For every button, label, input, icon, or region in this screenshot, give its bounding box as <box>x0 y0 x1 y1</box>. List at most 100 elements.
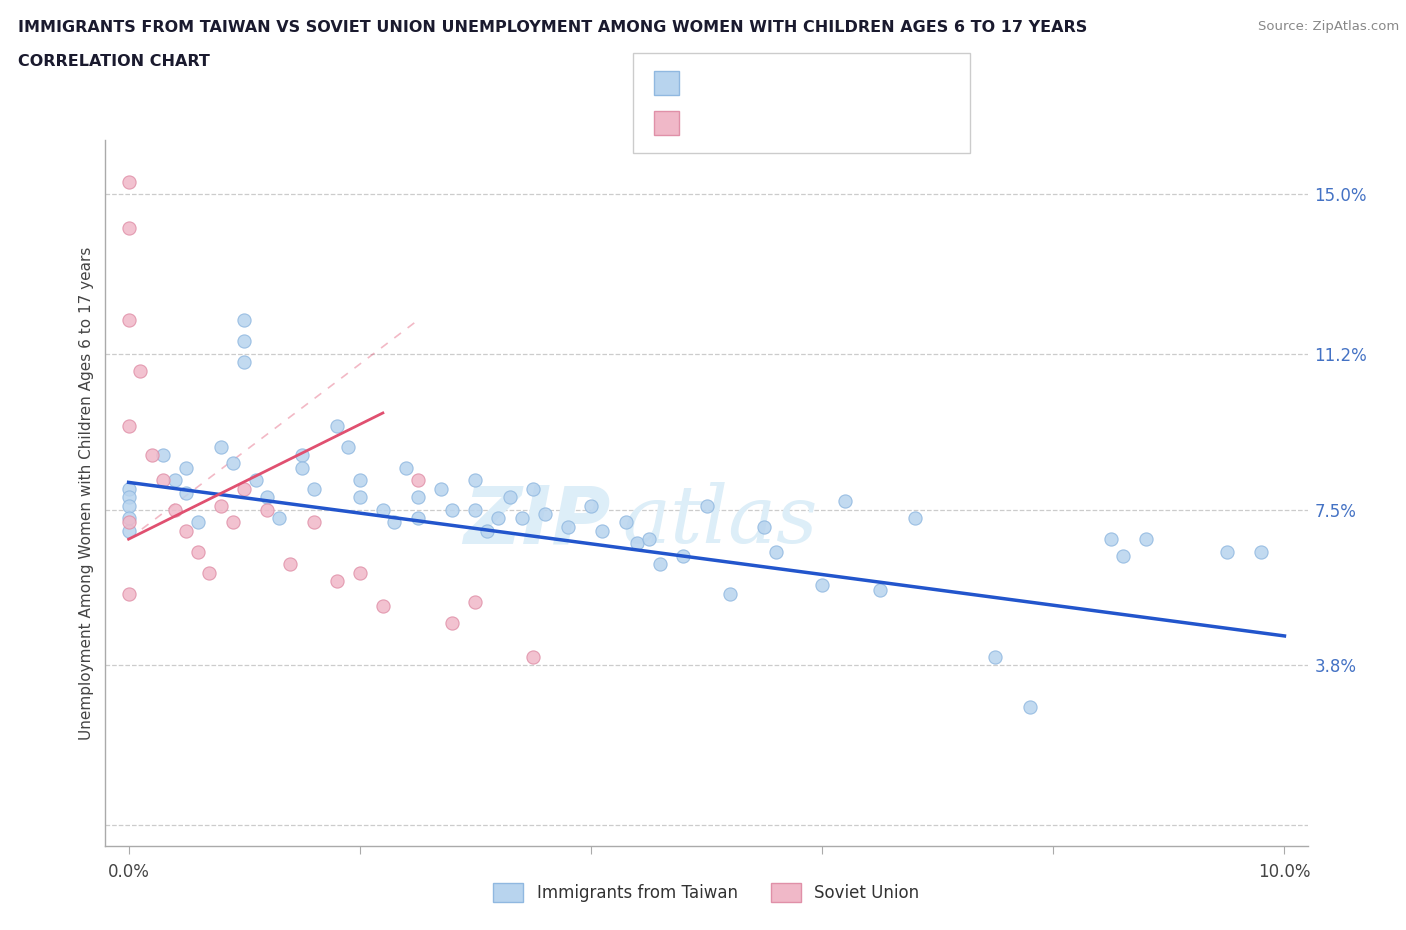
Point <box>152 472 174 487</box>
Point <box>280 557 302 572</box>
Point <box>117 515 139 530</box>
Point <box>464 472 486 487</box>
Point <box>765 544 787 559</box>
Point <box>1019 700 1042 715</box>
Text: 64: 64 <box>820 75 839 91</box>
Point <box>406 490 429 505</box>
Legend: Immigrants from Taiwan, Soviet Union: Immigrants from Taiwan, Soviet Union <box>486 876 927 909</box>
Point <box>117 174 139 189</box>
Point <box>475 524 498 538</box>
Point <box>221 515 243 530</box>
Point <box>291 447 314 462</box>
Point <box>614 515 637 530</box>
Point <box>754 519 776 534</box>
Point <box>464 595 486 610</box>
Point <box>141 447 163 462</box>
Point <box>533 507 555 522</box>
Point <box>163 472 186 487</box>
Point <box>499 490 522 505</box>
Point <box>325 418 347 433</box>
Point <box>637 532 659 547</box>
Point <box>650 557 672 572</box>
Point <box>869 582 891 597</box>
Point <box>129 364 152 379</box>
Text: Source: ZipAtlas.com: Source: ZipAtlas.com <box>1258 20 1399 33</box>
Point <box>1111 549 1133 564</box>
Point <box>371 502 394 517</box>
Point <box>117 418 139 433</box>
Text: N =: N = <box>789 75 818 91</box>
Point <box>198 565 221 580</box>
Text: 27: 27 <box>820 115 839 131</box>
Point <box>834 494 856 509</box>
Point <box>903 511 925 525</box>
Point <box>441 502 464 517</box>
Point <box>325 574 347 589</box>
Point <box>256 502 278 517</box>
Point <box>349 472 371 487</box>
Point <box>1099 532 1122 547</box>
Point <box>337 439 360 454</box>
Point <box>221 456 243 471</box>
Text: CORRELATION CHART: CORRELATION CHART <box>18 54 209 69</box>
Point <box>522 649 544 664</box>
Point <box>233 313 256 328</box>
Point <box>1135 532 1157 547</box>
Point <box>592 524 614 538</box>
Point <box>579 498 602 513</box>
Point <box>233 334 256 349</box>
Point <box>406 511 429 525</box>
Point <box>672 549 695 564</box>
Text: R =: R = <box>693 115 721 131</box>
Point <box>233 355 256 370</box>
Point <box>187 515 209 530</box>
Text: atlas: atlas <box>623 483 818 560</box>
Point <box>510 511 533 525</box>
Point <box>176 460 198 475</box>
Point <box>349 565 371 580</box>
Point <box>117 587 139 602</box>
Point <box>291 460 314 475</box>
Point <box>349 490 371 505</box>
Point <box>117 498 139 513</box>
Point <box>209 498 232 513</box>
Point <box>117 511 139 525</box>
Point <box>811 578 834 593</box>
Point <box>117 481 139 496</box>
Point <box>696 498 718 513</box>
Text: 0.146: 0.146 <box>724 115 768 131</box>
Point <box>441 616 464 631</box>
Point <box>209 439 232 454</box>
Point <box>384 515 406 530</box>
Point <box>464 502 486 517</box>
Text: N =: N = <box>789 115 818 131</box>
Point <box>163 502 186 517</box>
Point <box>984 649 1007 664</box>
Point <box>371 599 394 614</box>
Point <box>245 472 267 487</box>
Point <box>117 490 139 505</box>
Point <box>626 536 648 551</box>
Point <box>233 481 256 496</box>
Point <box>302 515 325 530</box>
Point <box>429 481 451 496</box>
Text: -0.338: -0.338 <box>724 75 773 91</box>
Point <box>1215 544 1237 559</box>
Point <box>256 490 278 505</box>
Point <box>187 544 209 559</box>
Y-axis label: Unemployment Among Women with Children Ages 6 to 17 years: Unemployment Among Women with Children A… <box>79 246 94 739</box>
Point <box>302 481 325 496</box>
Point <box>176 485 198 500</box>
Point <box>1250 544 1272 559</box>
Point <box>718 587 741 602</box>
Point <box>117 524 139 538</box>
Point <box>488 511 510 525</box>
Point <box>406 472 429 487</box>
Point <box>152 447 174 462</box>
Point <box>522 481 544 496</box>
Point <box>176 524 198 538</box>
Point <box>117 313 139 328</box>
Point <box>557 519 579 534</box>
Text: IMMIGRANTS FROM TAIWAN VS SOVIET UNION UNEMPLOYMENT AMONG WOMEN WITH CHILDREN AG: IMMIGRANTS FROM TAIWAN VS SOVIET UNION U… <box>18 20 1087 35</box>
Point <box>395 460 418 475</box>
